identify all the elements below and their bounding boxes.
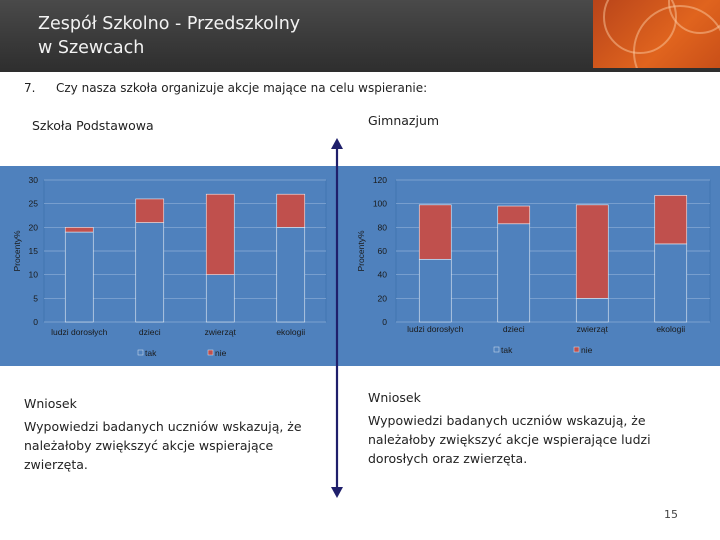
chart-title-primary-school: Szkoła Podstawowa xyxy=(32,118,154,133)
x-tick-label: ekologii xyxy=(276,327,305,337)
y-tick-label: 100 xyxy=(373,199,387,209)
x-tick-label: ludzi dorosłych xyxy=(51,327,107,337)
y-tick-label: 0 xyxy=(382,317,387,327)
legend-label: tak xyxy=(501,345,513,355)
conclusion-right-text: Wypowiedzi badanych uczniów wskazują, że… xyxy=(368,413,651,466)
header-decoration xyxy=(593,0,720,68)
y-tick-label: 80 xyxy=(378,222,388,232)
bar-tak-3 xyxy=(654,243,688,323)
bar-nie-1 xyxy=(497,205,531,225)
bar-tak-0 xyxy=(418,258,452,323)
bar-nie-0 xyxy=(64,227,94,233)
school-title-line1: Zespół Szkolno - Przedszkolny xyxy=(38,14,301,34)
y-tick-label: 10 xyxy=(29,270,39,280)
y-tick-label: 20 xyxy=(378,293,388,303)
bar-nie-1 xyxy=(135,198,165,223)
conclusion-left: Wniosek Wypowiedzi badanych uczniów wska… xyxy=(24,394,324,478)
bar-nie-3 xyxy=(654,195,688,245)
chart-title-gimnazjum: Gimnazjum xyxy=(368,113,440,128)
y-tick-label: 25 xyxy=(29,199,39,209)
legend-swatch xyxy=(207,349,214,356)
bar-tak-1 xyxy=(497,223,531,323)
legend-swatch xyxy=(573,346,580,353)
conclusion-right-heading: Wniosek xyxy=(368,390,421,405)
y-axis-label: Procenty% xyxy=(12,230,22,272)
y-tick-label: 30 xyxy=(29,175,39,185)
y-tick-label: 20 xyxy=(29,222,39,232)
y-tick-label: 5 xyxy=(33,293,38,303)
bar-tak-0 xyxy=(64,231,94,323)
conclusion-left-text: Wypowiedzi badanych uczniów wskazują, że… xyxy=(24,419,302,472)
school-title: Zespół Szkolno - Przedszkolny w Szewcach xyxy=(38,12,300,60)
bar-nie-0 xyxy=(418,204,452,260)
x-tick-label: ludzi dorosłych xyxy=(407,324,463,334)
legend-swatch xyxy=(493,346,500,353)
question-number: 7. xyxy=(24,81,36,95)
bar-tak-3 xyxy=(276,227,306,323)
page-number: 15 xyxy=(664,508,678,521)
bar-nie-2 xyxy=(575,204,609,299)
conclusion-right: Wniosek Wypowiedzi badanych uczniów wska… xyxy=(368,388,688,472)
legend-label: nie xyxy=(215,348,227,358)
y-tick-label: 0 xyxy=(33,317,38,327)
divider-double-arrow-icon xyxy=(331,138,343,498)
x-tick-label: dzieci xyxy=(503,324,525,334)
legend-swatch xyxy=(137,349,144,356)
y-tick-label: 15 xyxy=(29,246,39,256)
y-tick-label: 120 xyxy=(373,175,387,185)
y-tick-label: 60 xyxy=(378,246,388,256)
conclusion-left-heading: Wniosek xyxy=(24,396,77,411)
bar-tak-2 xyxy=(205,274,235,323)
legend-label: tak xyxy=(145,348,157,358)
bar-tak-2 xyxy=(575,298,609,323)
legend-label: nie xyxy=(581,345,593,355)
y-tick-label: 40 xyxy=(378,270,388,280)
bar-nie-2 xyxy=(205,193,235,275)
bar-tak-1 xyxy=(135,222,165,323)
school-title-line2: w Szewcach xyxy=(38,38,145,58)
x-tick-label: zwierząt xyxy=(577,324,609,334)
charts-canvas: 0 5 10 15 20 25 30 Procenty% ludzi dorosłych dzie… xyxy=(12,175,711,358)
x-tick-label: ekologii xyxy=(656,324,685,334)
x-tick-label: dzieci xyxy=(139,327,161,337)
slide-header: Zespół Szkolno - Przedszkolny w Szewcach xyxy=(0,0,720,72)
y-axis-label: Procenty% xyxy=(356,230,366,272)
x-tick-label: zwierząt xyxy=(205,327,237,337)
bar-nie-3 xyxy=(276,193,306,228)
question-text: Czy nasza szkoła organizuje akcje mające… xyxy=(56,81,428,95)
